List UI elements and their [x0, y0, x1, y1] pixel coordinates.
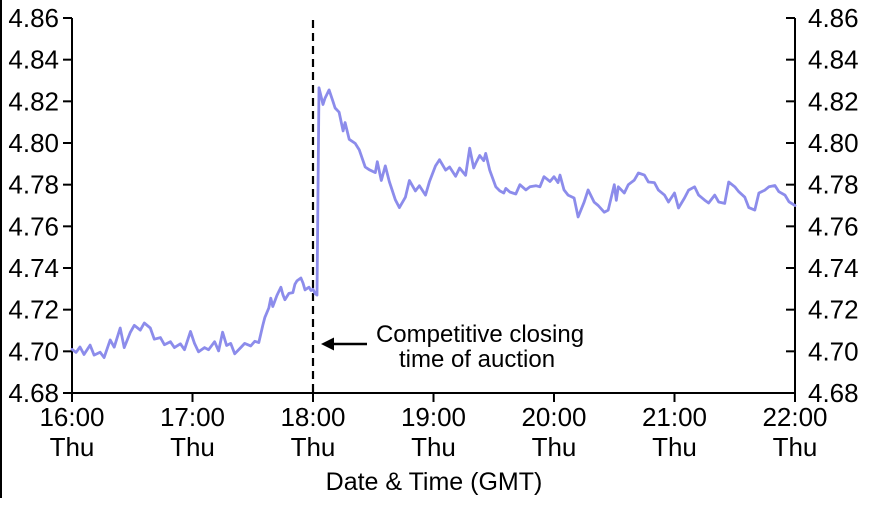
- y-axis-tick-label: 4.68: [808, 378, 859, 408]
- y-axis-tick-label: 4.78: [808, 170, 859, 200]
- x-axis-tick-day-label: Thu: [532, 432, 577, 462]
- y-axis-tick-label: 4.74: [8, 253, 59, 283]
- annotation-arrow: [321, 337, 367, 351]
- y-axis-tick-label: 4.86: [808, 3, 859, 33]
- y-axis-tick-label: 4.70: [8, 336, 59, 366]
- y-axis-tick-label: 4.70: [808, 336, 859, 366]
- x-axis-tick-time-label: 17:00: [160, 402, 225, 432]
- y-axis-tick-label: 4.86: [8, 3, 59, 33]
- x-axis-tick-day-label: Thu: [291, 432, 336, 462]
- x-axis-tick-time-label: 16:00: [39, 402, 104, 432]
- annotation-text-line2: time of auction: [399, 346, 555, 373]
- x-axis-tick-time-label: 19:00: [401, 402, 466, 432]
- x-axis-title: Date & Time (GMT): [326, 468, 543, 496]
- y-axis-tick-label: 4.72: [8, 295, 59, 325]
- x-axis-tick-day-label: Thu: [773, 432, 818, 462]
- y-axis-labels-right: 4.86 4.84 4.82 4.80 4.78 4.76 4.74 4.72 4.70 4.68: [808, 3, 859, 408]
- y-axis-tick-label: 4.84: [8, 45, 59, 75]
- annotation-arrowhead-icon: [321, 337, 334, 351]
- y-axis-tick-label: 4.74: [808, 253, 859, 283]
- y-axis-labels-left: 4.86 4.84 4.82 4.80 4.78 4.76 4.74 4.72 4.70 4.68: [8, 3, 59, 408]
- y-axis-tick-label: 4.68: [8, 378, 59, 408]
- price-series-line: [70, 86, 797, 359]
- y-axis-tick-label: 4.80: [808, 128, 859, 158]
- y-axis-tick-label: 4.72: [808, 295, 859, 325]
- y-axis-tick-label: 4.82: [808, 86, 859, 116]
- x-axis-tick-time-label: 21:00: [642, 402, 707, 432]
- y-axis-tick-label: 4.76: [8, 211, 59, 241]
- x-axis-tick-day-label: Thu: [411, 432, 456, 462]
- y-axis-tick-label: 4.84: [808, 45, 859, 75]
- axis-ticks: [63, 17, 796, 402]
- x-axis-tick-day-label: Thu: [170, 432, 215, 462]
- x-axis-tick-time-label: 18:00: [280, 402, 345, 432]
- y-axis-tick-label: 4.78: [8, 170, 59, 200]
- x-axis-tick-day-label: Thu: [50, 432, 95, 462]
- x-axis-tick-time-label: 22:00: [762, 402, 827, 432]
- x-axis-tick-time-label: 20:00: [521, 402, 586, 432]
- y-axis-tick-label: 4.80: [8, 128, 59, 158]
- x-axis-tick-day-label: Thu: [652, 432, 697, 462]
- annotation-text-line1: Competitive closing: [376, 321, 584, 348]
- y-axis-tick-label: 4.82: [8, 86, 59, 116]
- x-axis-labels: 16:00Thu17:00Thu18:00Thu19:00Thu20:00Thu…: [39, 402, 827, 462]
- y-axis-tick-label: 4.76: [808, 211, 859, 241]
